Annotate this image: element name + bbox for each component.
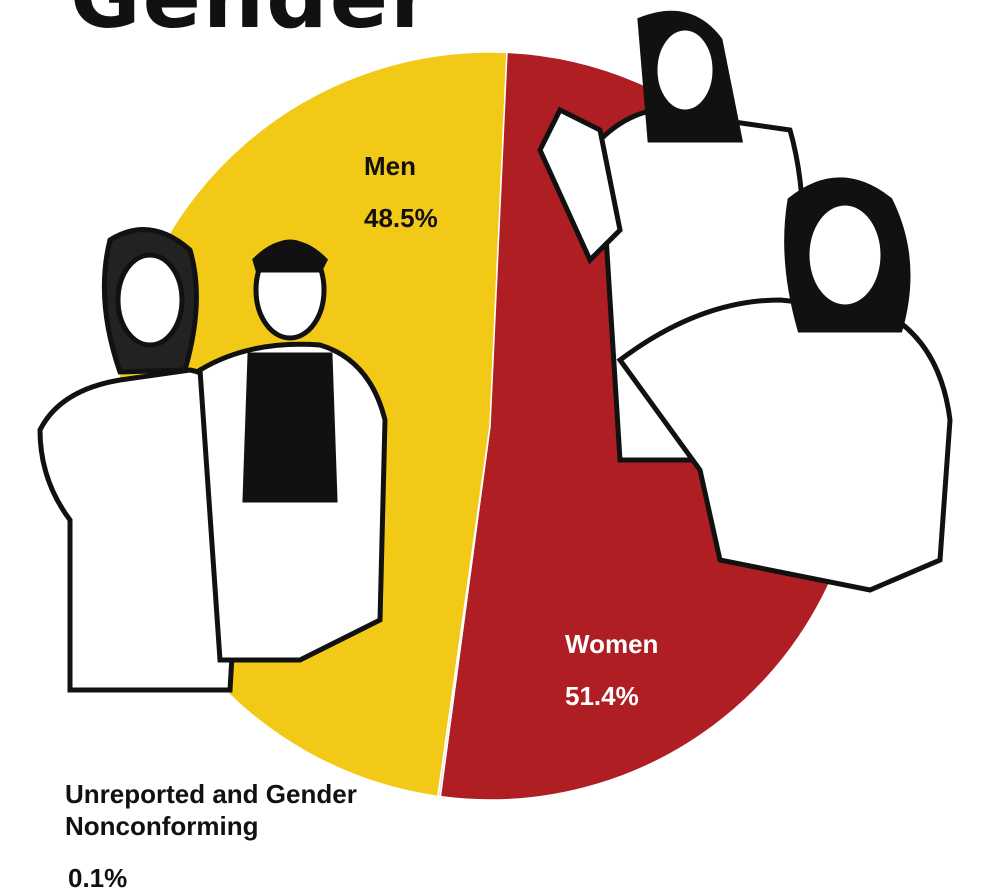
category-label: Women xyxy=(565,629,659,659)
illustration xyxy=(37,10,953,693)
chart-title: Gender xyxy=(70,0,434,48)
category-label: Men xyxy=(364,151,416,181)
category-label: Unreported and Gender Nonconforming xyxy=(65,779,357,841)
value-label: 51.4% xyxy=(565,681,639,711)
pie-slice xyxy=(437,425,491,798)
value-label: 0.1% xyxy=(68,863,128,893)
value-label: 48.5% xyxy=(364,203,438,233)
